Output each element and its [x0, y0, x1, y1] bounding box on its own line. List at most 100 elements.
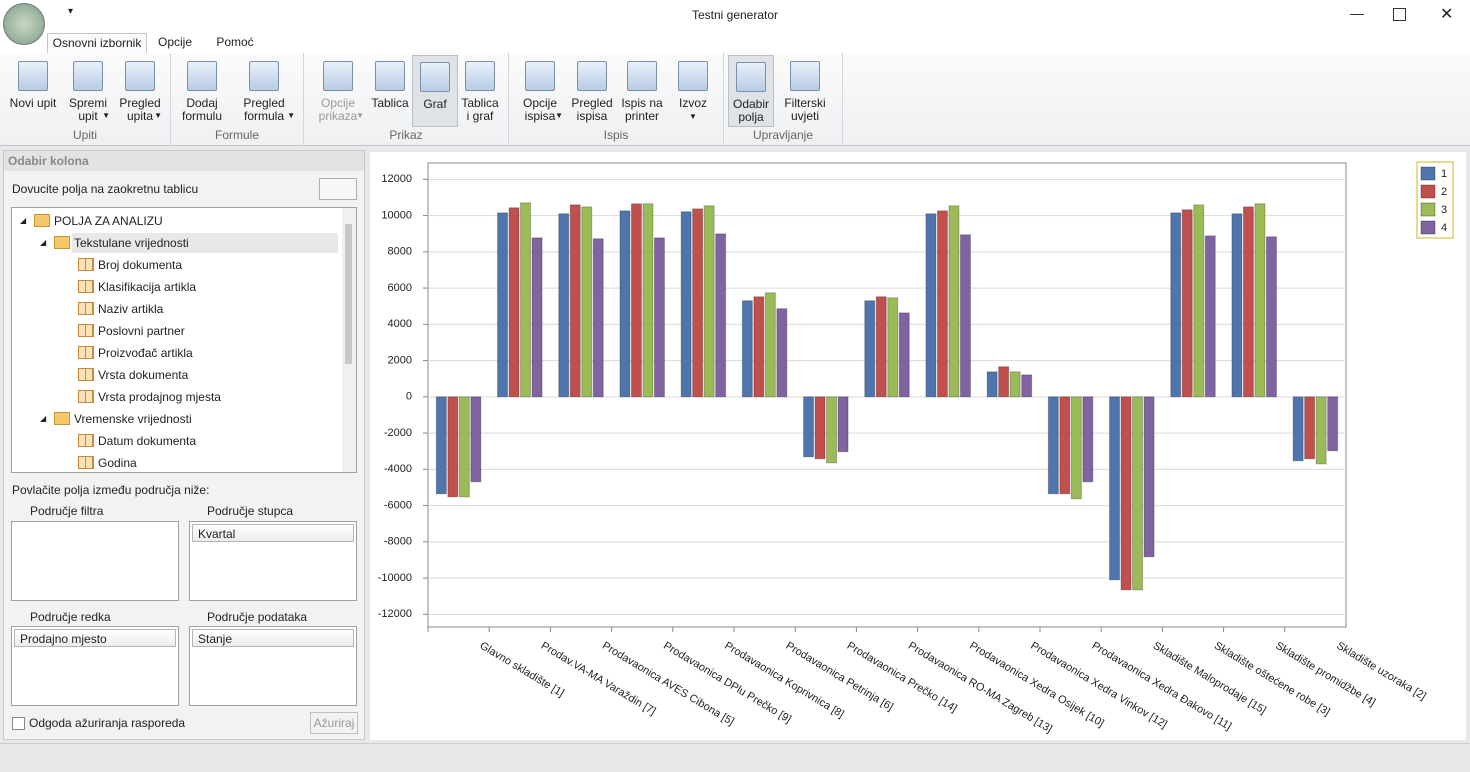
row-area[interactable]: Prodajno mjesto	[11, 626, 179, 706]
tree-field[interactable]: Broj dokumenta	[98, 258, 183, 272]
minimize[interactable]: —	[1350, 5, 1364, 21]
icon	[678, 61, 708, 91]
bar	[948, 205, 960, 398]
expander: ◢	[40, 414, 47, 423]
defer-label: Odgoda ažuriranja rasporeda	[29, 716, 186, 730]
icon	[125, 61, 155, 91]
data-area[interactable]: Stanje	[189, 626, 357, 706]
tree-field[interactable]: Poslovni partner	[98, 324, 185, 338]
bar	[1143, 396, 1155, 558]
bar	[558, 213, 570, 398]
ribbon-button[interactable]: Opcije prikaza ▼	[308, 55, 368, 125]
tree-folder[interactable]: Vremenske vrijednosti	[74, 412, 192, 426]
bar	[531, 237, 543, 398]
tab[interactable]: Pomoć	[216, 35, 254, 49]
legend-label: 4	[1441, 222, 1447, 234]
ribbon-button[interactable]: Graf	[412, 55, 458, 127]
group-label: Prikaz	[389, 128, 423, 142]
tree-field[interactable]: Klasifikacija artikla	[98, 280, 197, 294]
tab[interactable]: Osnovni izbornik	[47, 33, 147, 53]
areas-hint: Povlačite polja između područja niže:	[12, 483, 210, 497]
area-label: Područje stupca	[207, 504, 294, 518]
expander: ◢	[20, 216, 27, 225]
bar	[520, 202, 532, 398]
ribbon-button[interactable]: Pregled formula ▼	[229, 55, 299, 125]
dropdown-arrow: ▼	[356, 111, 364, 120]
button-label: polja	[738, 110, 764, 124]
close[interactable]: ✕	[1440, 6, 1454, 23]
maximize[interactable]	[1393, 8, 1406, 21]
ribbon-button[interactable]: Spremi upit ▼	[62, 55, 114, 125]
tree-field[interactable]: Godina	[98, 456, 137, 470]
ribbon-button[interactable]: Ispis na printer	[617, 55, 667, 125]
bar	[887, 297, 899, 398]
ribbon-button[interactable]: Pregled ispisa	[567, 55, 617, 125]
tree-folder[interactable]: Tekstulane vrijednosti	[74, 236, 189, 250]
row-field[interactable]: Prodajno mjesto	[14, 629, 176, 647]
ribbon-button[interactable]: Izvoz ▼	[667, 55, 719, 125]
bar	[447, 396, 459, 498]
group-label: Upiti	[72, 128, 97, 142]
layout-button[interactable]	[319, 178, 357, 200]
icon	[18, 61, 48, 91]
panel-hint: Dovucite polja na zaokretnu tablicu	[12, 182, 199, 196]
icon	[736, 62, 766, 92]
status-bar	[0, 743, 1470, 772]
column-field[interactable]: Kvartal	[192, 524, 354, 542]
app-button[interactable]	[3, 3, 45, 45]
tree-field[interactable]: Proizvođač artikla	[98, 346, 193, 360]
icon	[73, 61, 103, 91]
legend-swatch	[1420, 184, 1436, 199]
ribbon-group: Opcije ispisa ▼ Pregled ispisa Ispis na printe…	[509, 53, 724, 145]
ribbon-button[interactable]: Tablica i graf	[456, 55, 504, 125]
ribbon-button[interactable]: Pregled upita ▼	[114, 55, 166, 125]
bar	[826, 396, 838, 464]
tab[interactable]: Opcije	[157, 35, 192, 49]
bar	[1315, 396, 1327, 465]
button-label: Pregled	[243, 96, 285, 110]
quick-access[interactable]: ▾	[68, 6, 74, 17]
tree-folder[interactable]: POLJA ZA ANALIZU	[54, 214, 163, 228]
bar	[814, 396, 826, 460]
ribbon-button[interactable]: Filterski uvjeti	[772, 55, 838, 125]
legend-swatch	[1420, 166, 1436, 181]
ribbon-button[interactable]: Dodaj formulu	[175, 55, 229, 125]
defer-checkbox[interactable]	[12, 717, 25, 730]
bar	[508, 207, 520, 398]
button-label: Spremi	[68, 96, 107, 110]
column-area[interactable]: Kvartal	[189, 521, 357, 601]
filter-area[interactable]	[11, 521, 179, 601]
bar	[837, 396, 849, 453]
ribbon-button[interactable]: Odabir polja	[728, 55, 774, 127]
ribbon-group: Opcije prikaza ▼ Tablica Graf Tablica i graf Pr…	[304, 53, 509, 145]
tree-field[interactable]: Vrsta prodajnog mjesta	[98, 390, 221, 404]
ribbon-button[interactable]: Tablica	[368, 55, 412, 125]
bar	[875, 296, 887, 398]
panel-title: Odabir kolona	[4, 151, 364, 171]
area-label: Područje filtra	[30, 504, 104, 518]
scroll-thumb[interactable]	[345, 224, 352, 364]
button-label: i graf	[466, 109, 494, 123]
tree-field[interactable]: Naziv artikla	[98, 302, 164, 316]
update-button[interactable]: Ažuriraj	[310, 712, 358, 734]
button-label: printer	[624, 109, 659, 123]
y-tick-label: -2000	[384, 427, 412, 439]
field-icon	[78, 346, 94, 359]
dropdown-arrow: ▼	[555, 111, 563, 120]
bar	[1204, 235, 1216, 398]
tree-field[interactable]: Vrsta dokumenta	[98, 368, 189, 382]
bar	[936, 210, 948, 398]
data-field[interactable]: Stanje	[192, 629, 354, 647]
bar	[741, 300, 753, 398]
field-icon	[78, 434, 94, 447]
y-tick-label: 10000	[381, 209, 412, 221]
button-label: uvjeti	[790, 109, 819, 123]
y-tick-label: 8000	[388, 246, 412, 258]
ribbon-button[interactable]: Opcije ispisa ▼	[513, 55, 567, 125]
bar	[864, 300, 876, 398]
tree-field[interactable]: Datum dokumenta	[98, 434, 197, 448]
field-icon	[78, 302, 94, 315]
ribbon-button[interactable]: Novi upit	[4, 55, 62, 125]
button-label: Odabir	[732, 97, 770, 111]
